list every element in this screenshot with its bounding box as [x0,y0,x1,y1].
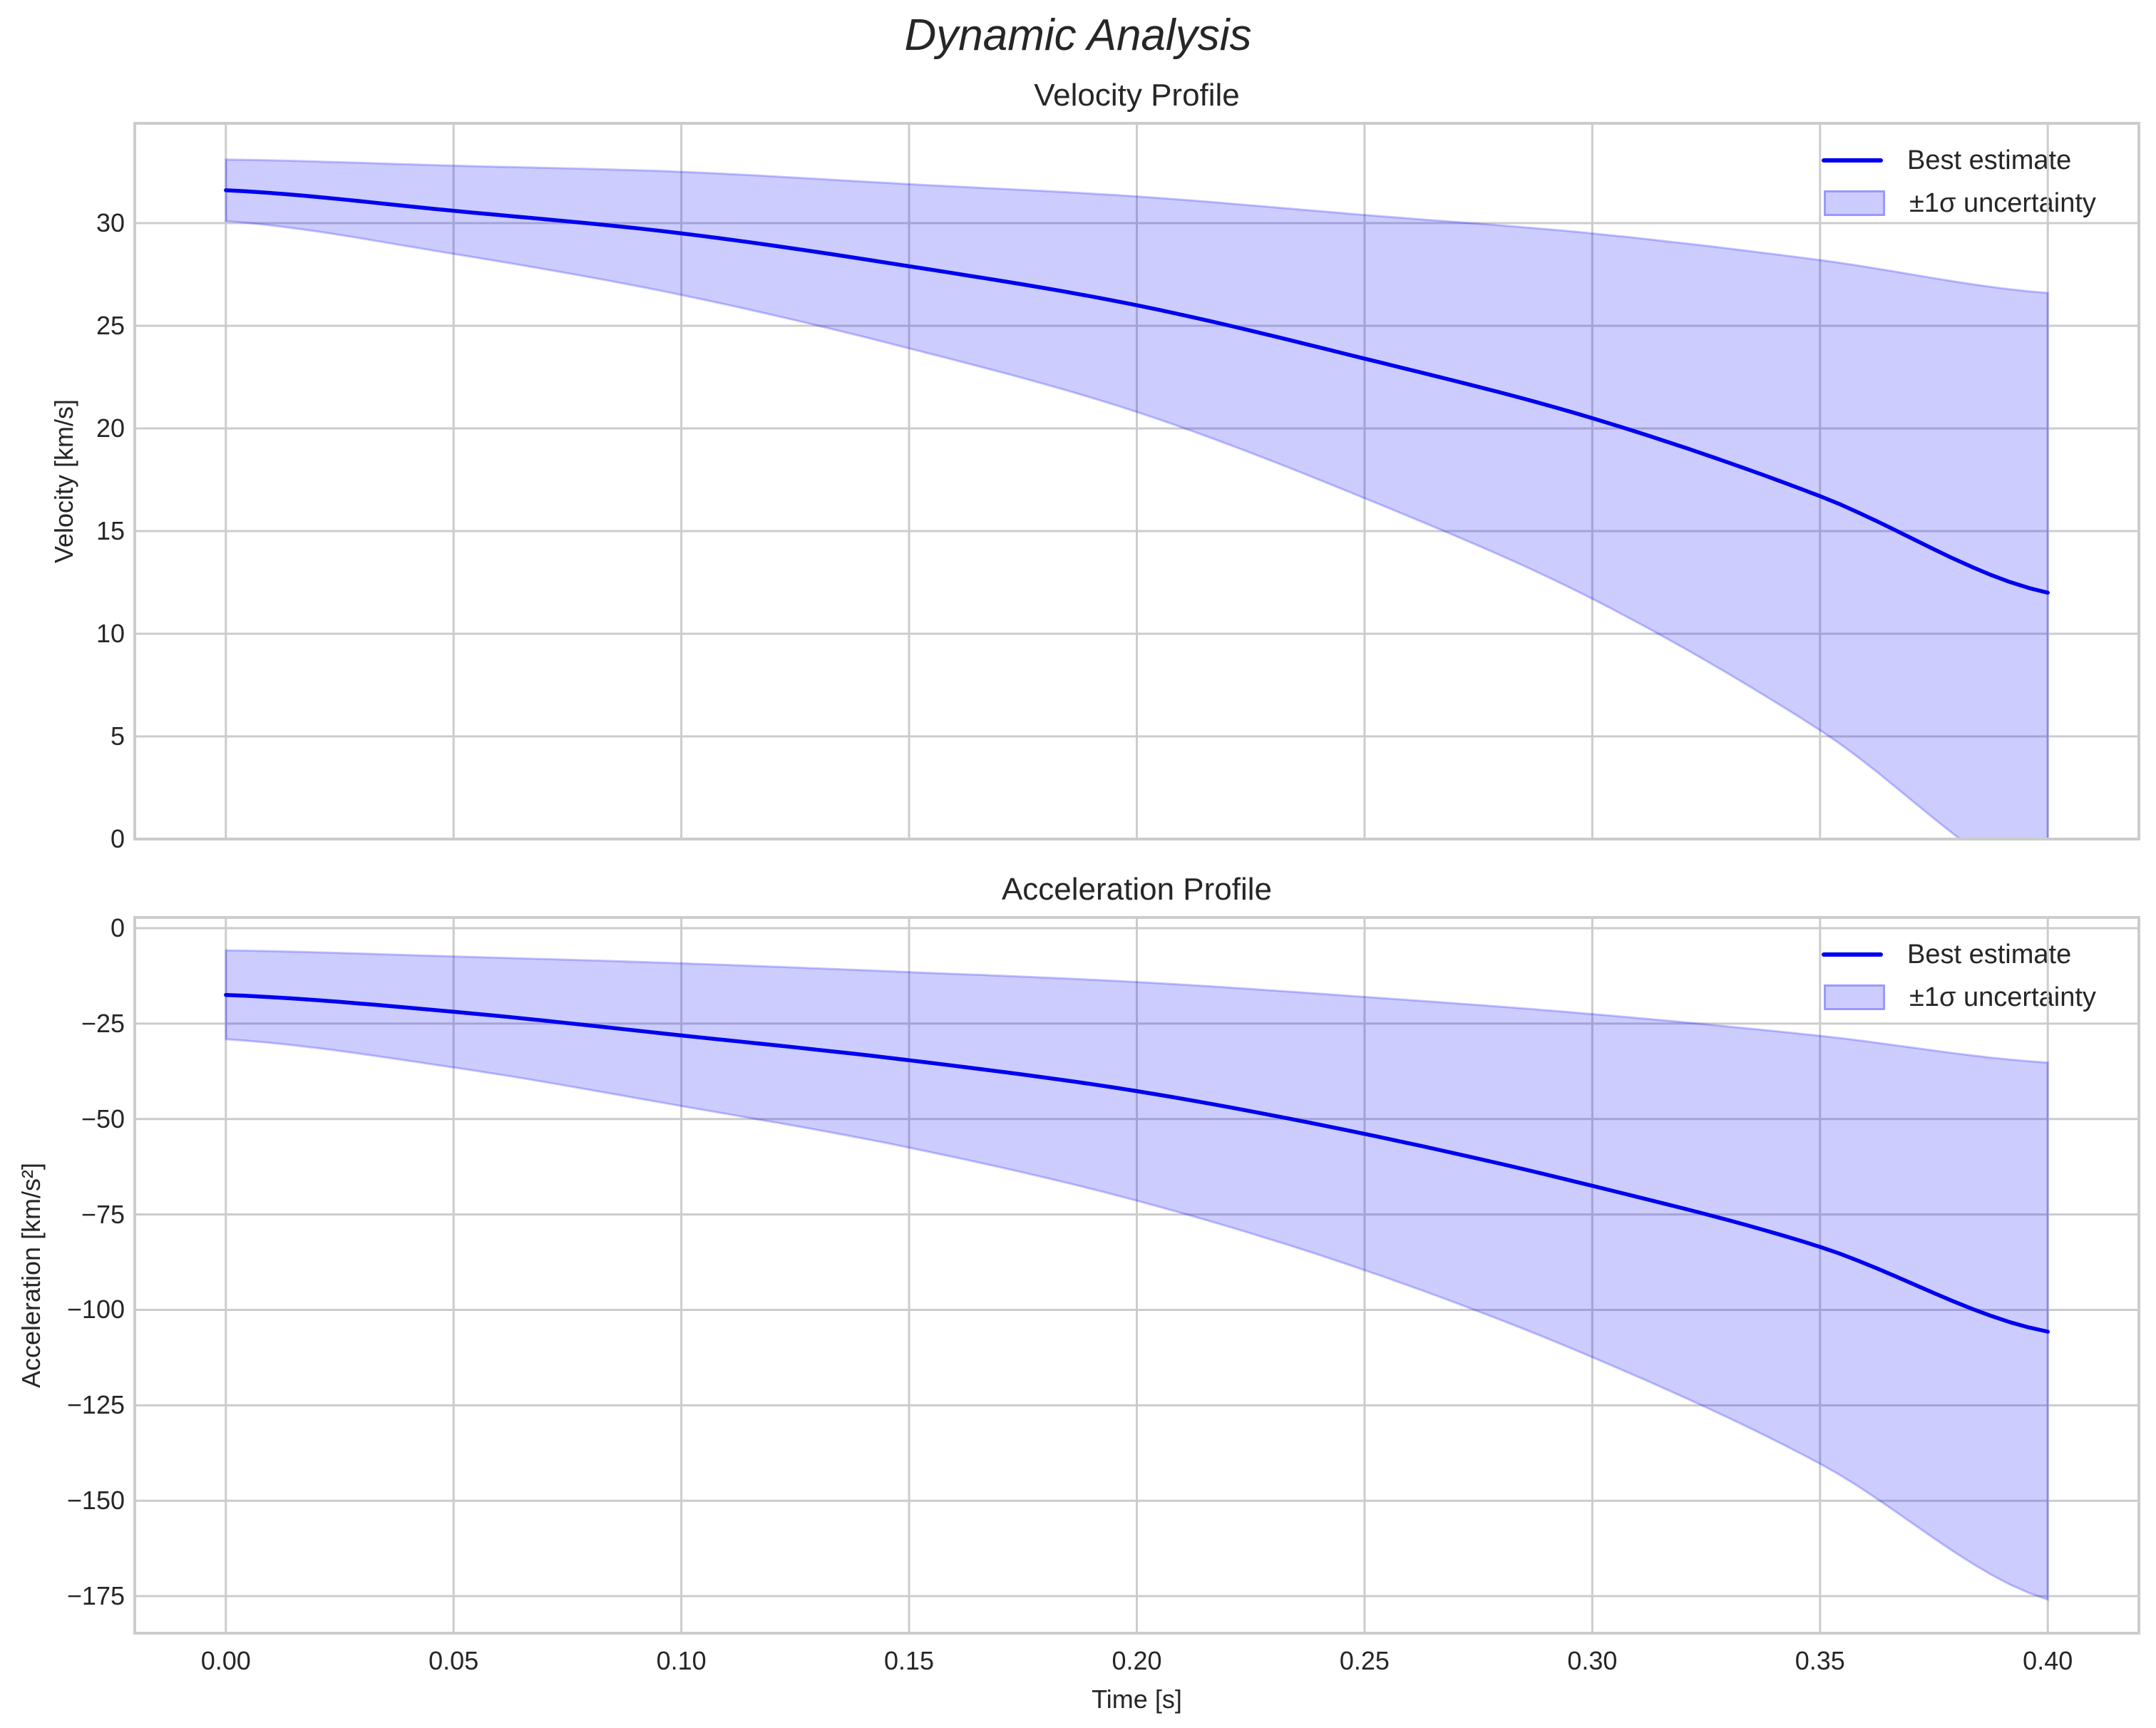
acceleration-uncertainty-band [225,949,2049,1602]
y-tick-label: −150 [66,1486,125,1516]
legend-entry-uncertainty: ±1σ uncertainty [1822,976,2096,1019]
acceleration-gridlines [135,917,2139,1633]
x-tick-label: 0.15 [884,1646,935,1675]
acceleration-plot-title: Acceleration Profile [1001,872,1273,907]
y-tick-label: 20 [96,413,125,443]
velocity-axes-frame [133,122,2140,840]
x-tick-label: 0.25 [1339,1646,1390,1675]
legend-entry-best-estimate: Best estimate [1822,139,2096,182]
legend-entry-best-estimate: Best estimate [1822,933,2096,976]
x-tick-label: 0.30 [1567,1646,1618,1675]
y-tick-label: 15 [96,515,125,545]
legend-patch-swatch-icon [1824,190,1885,216]
y-tick-label: 30 [96,207,125,237]
x-tick-label: 0.00 [200,1646,251,1675]
legend-label-uncertainty: ±1σ uncertainty [1909,187,2096,218]
velocity-uncertainty-band [225,158,2049,839]
x-tick-label: 0.20 [1112,1646,1162,1675]
y-tick-label: 25 [96,310,125,340]
y-tick-label: 10 [96,618,125,648]
y-tick-label: −50 [81,1104,125,1133]
x-tick-label: 0.05 [428,1646,479,1675]
velocity-legend: Best estimate ±1σ uncertainty [1822,139,2096,225]
acceleration-axes [133,916,2140,1635]
acceleration-legend: Best estimate ±1σ uncertainty [1822,933,2096,1019]
legend-line-swatch-icon [1822,952,1883,957]
y-tick-label: −125 [66,1390,125,1420]
legend-label-uncertainty: ±1σ uncertainty [1909,982,2096,1012]
velocity-plot-title: Velocity Profile [1034,78,1240,113]
y-tick-label: −75 [81,1199,125,1229]
y-tick-label: 5 [110,721,125,751]
y-tick-label: 0 [110,824,125,853]
y-tick-label: −25 [81,1008,125,1038]
legend-entry-uncertainty: ±1σ uncertainty [1822,182,2096,225]
acceleration-axes-frame [133,916,2140,1635]
x-tick-label: 0.40 [2023,1646,2073,1675]
legend-label-best-estimate: Best estimate [1907,939,2072,970]
y-tick-label: −100 [66,1295,125,1325]
time-x-axis-label: Time [s] [1092,1685,1182,1714]
y-tick-label: 0 [110,912,125,942]
y-tick-label: −175 [66,1581,125,1611]
acceleration-best-estimate-line [224,992,2050,1334]
x-tick-label: 0.10 [656,1646,707,1675]
legend-patch-swatch-icon [1824,984,1885,1010]
velocity-axes [133,122,2140,840]
figure-suptitle: Dynamic Analysis [904,11,1252,60]
velocity-best-estimate-line [224,188,2050,595]
legend-line-swatch-icon [1822,158,1883,163]
x-tick-label: 0.35 [1795,1646,1845,1675]
legend-label-best-estimate: Best estimate [1907,145,2072,175]
